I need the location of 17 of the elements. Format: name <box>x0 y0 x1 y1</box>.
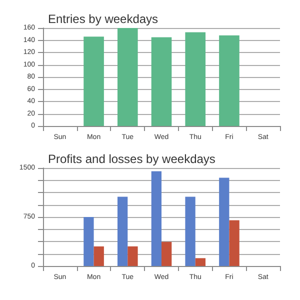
bar <box>94 246 104 266</box>
bar <box>185 32 206 126</box>
bar <box>195 258 206 266</box>
chart-title: Profits and losses by weekdays <box>48 152 216 166</box>
chart-title: Entries by weekdays <box>48 12 158 26</box>
bar <box>84 36 104 126</box>
bar <box>162 242 172 266</box>
bar <box>128 246 138 266</box>
bar <box>229 220 240 266</box>
bar <box>84 217 94 266</box>
bar <box>219 35 240 126</box>
bar <box>151 37 172 126</box>
bar <box>219 178 230 266</box>
bar <box>185 196 196 266</box>
bar <box>117 28 138 126</box>
bar <box>117 196 128 266</box>
bar <box>151 171 162 266</box>
